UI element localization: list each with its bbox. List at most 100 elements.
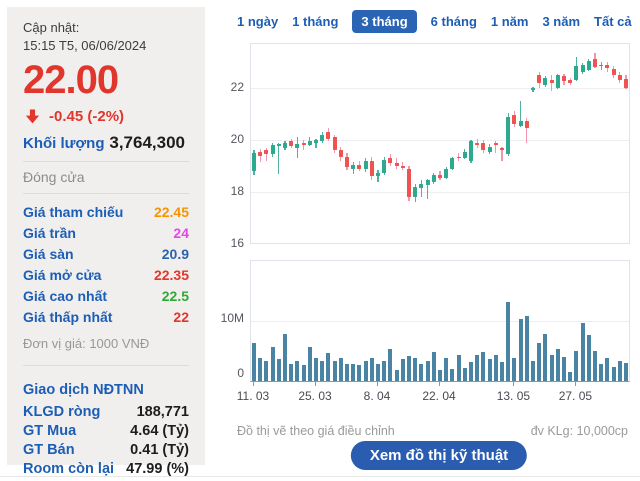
volume-bar — [320, 360, 325, 381]
volume-bar-chart[interactable] — [250, 260, 630, 382]
x-axis-tickmark — [315, 381, 316, 386]
candle-body — [531, 88, 535, 90]
volume-bar — [574, 351, 579, 381]
volume-bar — [332, 361, 337, 381]
tab-tất-cả[interactable]: Tất cả — [594, 13, 632, 29]
volume-bar — [369, 358, 374, 381]
candle-wick — [259, 149, 261, 163]
price-detail-row: Giá thấp nhất 22 — [23, 306, 189, 327]
candle-body — [307, 141, 312, 146]
candle-body — [357, 164, 362, 169]
volume-bar — [599, 363, 604, 381]
tab-1-tháng[interactable]: 1 tháng — [292, 13, 339, 29]
candle-body — [506, 116, 511, 155]
price-detail-value: 22.45 — [153, 203, 189, 220]
volume-bar — [624, 363, 628, 381]
candle-body — [580, 64, 585, 73]
candle-body — [624, 78, 628, 88]
volume-bar — [617, 361, 622, 381]
candle-wick — [420, 180, 423, 198]
volume-bar — [456, 354, 461, 381]
x-axis-tick: 22. 04 — [422, 389, 456, 403]
candle-body — [586, 60, 591, 70]
adjusted-price-note: Đồ thị vẽ theo giá điều chỉnh — [237, 424, 395, 438]
price-unit-note: Đơn vị giá: 1000 VNĐ — [23, 336, 150, 352]
tab-3-năm[interactable]: 3 năm — [542, 13, 581, 29]
candle-body — [320, 134, 325, 142]
price-change: -0.45 (-2%) — [49, 108, 125, 126]
volume-bar — [376, 363, 380, 381]
candle-body — [543, 77, 548, 86]
price-candlestick-chart[interactable] — [250, 43, 630, 244]
candle-body — [351, 164, 356, 169]
foreign-trading-label: GT Mua — [23, 422, 77, 439]
candle-body — [276, 143, 281, 147]
volume-bar — [611, 367, 616, 381]
volume-bar — [407, 356, 411, 381]
volume-bar — [400, 359, 405, 381]
price-detail-row: Giá sàn 20.9 — [23, 243, 189, 264]
volume-bar — [252, 343, 256, 381]
candle-body — [469, 141, 473, 161]
volume-bar — [524, 316, 529, 381]
candle-body — [462, 151, 467, 159]
candle-body — [456, 156, 461, 159]
tab-1-năm[interactable]: 1 năm — [490, 13, 529, 29]
candle-body — [338, 150, 343, 157]
volume-gridline — [251, 321, 629, 322]
volume-bar — [506, 301, 511, 381]
candle-wick — [402, 162, 404, 170]
volume-bar — [314, 358, 318, 381]
volume-bar — [580, 323, 585, 381]
volume-bar — [438, 369, 442, 381]
tab-1-ngày[interactable]: 1 ngày — [237, 13, 279, 29]
volume-unit-note: đv KLg: 10,000cp — [530, 424, 628, 438]
technical-chart-button[interactable]: Xem đồ thị kỹ thuật — [350, 441, 528, 470]
candle-body — [301, 142, 306, 146]
candle-body — [326, 132, 331, 139]
tab-3-tháng[interactable]: 3 tháng — [352, 9, 417, 33]
price-detail-label: Giá thấp nhất — [23, 308, 113, 325]
volume-bar — [270, 347, 275, 381]
candle-body — [431, 175, 436, 182]
volume-bar — [531, 360, 535, 381]
candle-body — [611, 68, 616, 75]
foreign-trading-row: GT Bán 0.41 (Tỷ) — [23, 440, 189, 459]
candle-body — [493, 142, 498, 146]
price-detail-row: Giá cao nhất 22.5 — [23, 285, 189, 306]
volume-bar — [345, 363, 349, 381]
x-axis-tick: 11. 03 — [236, 389, 270, 403]
volume-bar — [357, 365, 362, 381]
candle-body — [388, 158, 393, 164]
candle-body — [438, 175, 442, 178]
candle-body — [524, 120, 529, 129]
price-detail-label: Giá tham chiếu — [23, 203, 124, 220]
price-gridline — [251, 192, 629, 193]
tab-6-tháng[interactable]: 6 tháng — [430, 13, 477, 29]
volume-bar — [555, 348, 560, 381]
candle-body — [450, 158, 455, 169]
price-detail-row: Giá mở cửa 22.35 — [23, 264, 189, 285]
volume-bar — [543, 333, 548, 381]
volume-bar — [258, 358, 263, 381]
updated-label: Cập nhật: — [23, 20, 80, 35]
candle-body — [252, 153, 256, 172]
candle-body — [518, 120, 523, 126]
last-updated: Cập nhật: 15:15 T5, 06/06/2024 — [23, 19, 189, 54]
foreign-trading-value: 188,771 — [136, 403, 189, 420]
price-detail-value: 22 — [173, 308, 189, 325]
bottom-divider — [0, 476, 640, 477]
candle-body — [264, 150, 269, 155]
candle-body — [376, 172, 380, 177]
price-axis-tick: 22 — [230, 80, 244, 94]
volume-bar — [276, 359, 281, 381]
foreign-trading-value: 47.99 (%) — [126, 460, 189, 477]
price-axis-tick: 20 — [230, 132, 244, 146]
volume-bar — [518, 318, 523, 381]
candle-body — [363, 160, 368, 169]
volume-bar — [413, 357, 418, 381]
volume-bar — [481, 352, 486, 381]
price-detail-label: Giá mở cửa — [23, 266, 102, 283]
foreign-trading-row: KLGD ròng 188,771 — [23, 402, 189, 421]
candle-body — [289, 141, 294, 147]
